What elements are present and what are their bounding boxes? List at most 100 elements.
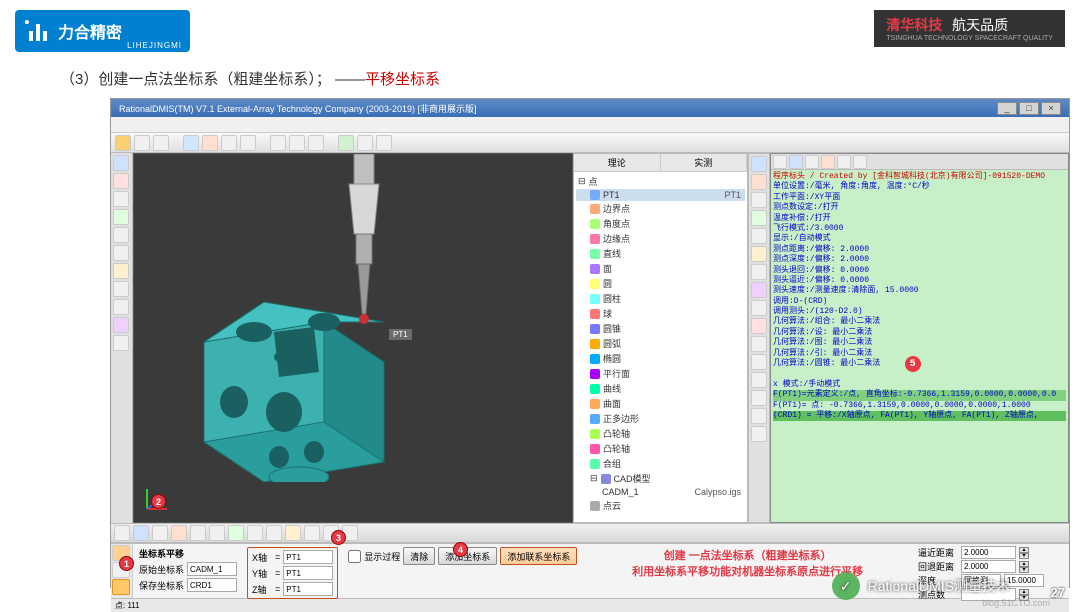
menubar[interactable] bbox=[111, 117, 1069, 133]
rtool-icon[interactable] bbox=[751, 354, 767, 370]
main-toolbar[interactable] bbox=[111, 133, 1069, 153]
btool-icon[interactable] bbox=[114, 525, 130, 541]
btool-icon[interactable] bbox=[228, 525, 244, 541]
tree-item[interactable]: 角度点 bbox=[576, 216, 745, 231]
rtool-icon[interactable] bbox=[751, 408, 767, 424]
code-tool-icon[interactable] bbox=[853, 155, 867, 169]
spin-down[interactable]: ▾ bbox=[1019, 567, 1029, 573]
tool-icon[interactable] bbox=[308, 135, 324, 151]
tree-item[interactable]: 凸轮轴 bbox=[576, 441, 745, 456]
rtool-icon[interactable] bbox=[751, 264, 767, 280]
ltool-icon[interactable] bbox=[113, 335, 129, 351]
tree-item[interactable]: 球 bbox=[576, 306, 745, 321]
rtool-icon[interactable] bbox=[751, 336, 767, 352]
ltool-icon[interactable] bbox=[113, 263, 129, 279]
code-tool-icon[interactable] bbox=[789, 155, 803, 169]
tool-icon[interactable] bbox=[202, 135, 218, 151]
code-tool-icon[interactable] bbox=[805, 155, 819, 169]
btool-icon[interactable] bbox=[133, 525, 149, 541]
tree-item[interactable]: 点云 bbox=[576, 498, 745, 513]
yaxis-input[interactable] bbox=[283, 566, 333, 580]
tree-item[interactable]: 圆弧 bbox=[576, 336, 745, 351]
tree-item[interactable]: 平行面 bbox=[576, 366, 745, 381]
rtool-icon[interactable] bbox=[751, 300, 767, 316]
tree-item[interactable]: 直线 bbox=[576, 246, 745, 261]
app-titlebar[interactable]: RationalDMIS(TM) V7.1 External-Array Tec… bbox=[111, 99, 1069, 117]
program-editor[interactable]: 程序标头 / Created by [金科智城科技(北京)有限公司]-09152… bbox=[770, 153, 1069, 523]
tree-item[interactable]: 合组 bbox=[576, 456, 745, 471]
ltool-icon[interactable] bbox=[113, 245, 129, 261]
approach-input[interactable] bbox=[961, 546, 1016, 559]
tree-item[interactable]: 圆 bbox=[576, 276, 745, 291]
btool-icon[interactable] bbox=[152, 525, 168, 541]
tree-item[interactable]: 圆柱 bbox=[576, 291, 745, 306]
ltool-icon[interactable] bbox=[113, 299, 129, 315]
ltool-icon[interactable] bbox=[113, 209, 129, 225]
feature-tree[interactable]: 理论实测 ⊟ 点 PT1PT1 边界点 角度点 边缘点 直线 面 圆 圆柱 球 … bbox=[573, 153, 748, 523]
ltool-icon[interactable] bbox=[113, 155, 129, 171]
zaxis-input[interactable] bbox=[283, 582, 333, 596]
btool-icon[interactable] bbox=[266, 525, 282, 541]
tree-item[interactable]: 曲面 bbox=[576, 396, 745, 411]
tree-item[interactable]: 边界点 bbox=[576, 201, 745, 216]
spin-down[interactable]: ▾ bbox=[1019, 553, 1029, 559]
bottom-toolstrip[interactable] bbox=[111, 523, 1069, 543]
code-tool-icon[interactable] bbox=[773, 155, 787, 169]
save-coord-input[interactable] bbox=[187, 578, 237, 592]
ltool-icon[interactable] bbox=[113, 227, 129, 243]
rtool-icon[interactable] bbox=[751, 318, 767, 334]
origin-coord-input[interactable] bbox=[187, 562, 237, 576]
rtool-icon[interactable] bbox=[751, 228, 767, 244]
tree-item-pt1[interactable]: PT1PT1 bbox=[576, 189, 745, 201]
show-process-checkbox[interactable] bbox=[348, 550, 361, 563]
tree-item[interactable]: 边缘点 bbox=[576, 231, 745, 246]
tree-item[interactable]: ⊟ 点 bbox=[576, 174, 745, 189]
rtool-icon[interactable] bbox=[751, 192, 767, 208]
maximize-button[interactable]: □ bbox=[1019, 102, 1039, 115]
btool-icon[interactable] bbox=[190, 525, 206, 541]
ltool-icon[interactable] bbox=[113, 317, 129, 333]
btool-icon[interactable] bbox=[171, 525, 187, 541]
right-toolbar[interactable] bbox=[748, 153, 770, 523]
tool-icon[interactable] bbox=[153, 135, 169, 151]
ltool-icon[interactable] bbox=[113, 173, 129, 189]
tab-icon-active[interactable] bbox=[112, 579, 130, 595]
tool-icon[interactable] bbox=[270, 135, 286, 151]
depth-val-input[interactable] bbox=[1004, 574, 1044, 587]
btool-icon[interactable] bbox=[285, 525, 301, 541]
rtool-icon[interactable] bbox=[751, 426, 767, 442]
left-toolbar[interactable] bbox=[111, 153, 133, 523]
minimize-button[interactable]: _ bbox=[997, 102, 1017, 115]
tree-item-cadm[interactable]: CADM_1Calypso.igs bbox=[576, 486, 745, 498]
tree-item[interactable]: ⊟CAD模型 bbox=[576, 471, 745, 486]
code-toolbar[interactable] bbox=[771, 154, 1068, 170]
rtool-icon[interactable] bbox=[751, 390, 767, 406]
tool-icon[interactable] bbox=[289, 135, 305, 151]
btool-icon[interactable] bbox=[209, 525, 225, 541]
close-button[interactable]: × bbox=[1041, 102, 1061, 115]
btool-icon[interactable] bbox=[304, 525, 320, 541]
btool-icon[interactable] bbox=[247, 525, 263, 541]
ltool-icon[interactable] bbox=[113, 281, 129, 297]
tool-icon[interactable] bbox=[357, 135, 373, 151]
tree-item[interactable]: 凸轮轴 bbox=[576, 426, 745, 441]
tool-icon[interactable] bbox=[221, 135, 237, 151]
code-tool-icon[interactable] bbox=[837, 155, 851, 169]
bot-left-tabs[interactable] bbox=[111, 544, 133, 598]
tree-item[interactable]: 椭圆 bbox=[576, 351, 745, 366]
tool-icon[interactable] bbox=[134, 135, 150, 151]
code-tool-icon[interactable] bbox=[821, 155, 835, 169]
tool-icon[interactable] bbox=[240, 135, 256, 151]
ltool-icon[interactable] bbox=[113, 191, 129, 207]
tool-icon[interactable] bbox=[115, 135, 131, 151]
xaxis-input[interactable] bbox=[283, 550, 333, 564]
tool-icon[interactable] bbox=[183, 135, 199, 151]
rtool-icon[interactable] bbox=[751, 210, 767, 226]
tree-item[interactable]: 正多边形 bbox=[576, 411, 745, 426]
rtool-icon[interactable] bbox=[751, 246, 767, 262]
add-link-coord-button[interactable]: 添加联系坐标系 bbox=[500, 547, 577, 565]
rtool-icon[interactable] bbox=[751, 174, 767, 190]
tree-item[interactable]: 圆锥 bbox=[576, 321, 745, 336]
rtool-icon[interactable] bbox=[751, 372, 767, 388]
clear-button[interactable]: 清除 bbox=[403, 547, 435, 565]
